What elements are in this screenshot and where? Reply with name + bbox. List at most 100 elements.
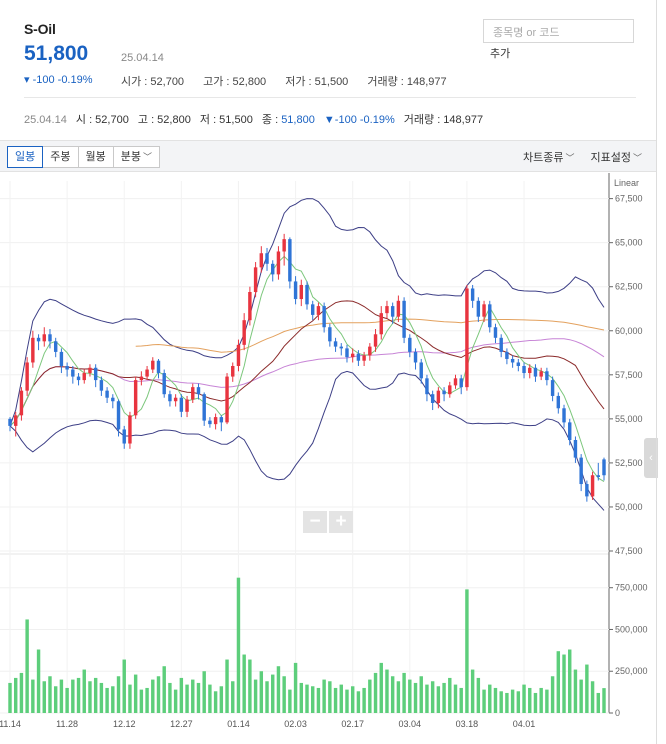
candle-down <box>105 390 109 398</box>
summary-close: 51,800 <box>281 114 315 126</box>
candle-down <box>556 395 561 409</box>
zoom-out-button[interactable]: − <box>303 511 327 533</box>
summary-volume: 거래량 : 148,977 <box>403 114 484 126</box>
volume-bar <box>139 689 144 713</box>
candle-down <box>93 367 98 381</box>
volume-bar <box>356 691 361 713</box>
volume-bar <box>425 684 429 713</box>
candle-down <box>202 394 206 421</box>
candle-down <box>510 358 515 363</box>
volume-bar <box>213 691 218 713</box>
candle-down <box>459 378 463 388</box>
volume-bar <box>368 679 372 713</box>
candle-up <box>82 373 86 381</box>
volume-bar <box>453 684 458 713</box>
candle-up <box>225 376 229 423</box>
time-tick-label: 02.03 <box>284 719 307 729</box>
candle-down <box>53 341 58 352</box>
candle-up <box>373 334 378 347</box>
bollinger-lower-line <box>9 370 605 511</box>
volume-bar <box>173 689 178 713</box>
zoom-in-button[interactable]: + <box>329 511 353 533</box>
volume-bar <box>328 681 332 713</box>
add-button[interactable]: 추가 <box>490 48 511 60</box>
candle-down <box>516 362 521 366</box>
volume-bar <box>585 664 589 713</box>
summary-date: 25.04.14 <box>24 114 67 126</box>
candle-up <box>191 387 195 400</box>
ma20-line <box>9 300 605 427</box>
volume-bar <box>436 686 441 713</box>
candle-down <box>8 418 12 426</box>
volume-tick-label: 250,000 <box>615 666 648 676</box>
candle-up <box>236 344 241 366</box>
volume-bar <box>299 682 304 713</box>
volume-bar <box>476 677 481 713</box>
volume-bar <box>31 679 35 713</box>
volume-bar <box>459 687 463 713</box>
price-tick-label: 47,500 <box>615 546 643 556</box>
volume-bar <box>505 692 509 713</box>
period-tabs: 일봉 주봉 월봉 분봉 ﹀ <box>7 146 161 168</box>
candle-up <box>465 288 469 388</box>
price-tick-label: 52,500 <box>615 458 643 468</box>
candle-up <box>590 475 595 497</box>
candle-down <box>36 337 41 342</box>
volume-bar <box>259 671 264 713</box>
candle-down <box>328 327 332 342</box>
price-tick-label: 60,000 <box>615 326 643 336</box>
side-panel-toggle[interactable]: ‹ <box>644 438 658 478</box>
volume-bar <box>339 684 343 713</box>
volume-bar <box>93 677 98 713</box>
candle-down <box>265 253 269 264</box>
tab-monthly[interactable]: 월봉 <box>77 146 114 168</box>
volume-bar <box>390 676 395 713</box>
volume-bar <box>168 682 172 713</box>
candle-down <box>425 378 429 395</box>
candle-down <box>65 366 69 370</box>
volume-bar <box>316 687 321 713</box>
tab-weekly[interactable]: 주봉 <box>42 146 79 168</box>
bollinger-upper-line <box>9 198 605 427</box>
summary-high: 고 : 52,800 <box>137 114 191 126</box>
candle-down <box>208 420 212 425</box>
price-volume-chart[interactable]: Linear 67,500 65,000 62,500 60,000 57,500 55,0… <box>0 173 656 744</box>
candle-down <box>430 394 435 403</box>
tab-daily[interactable]: 일봉 <box>7 146 44 168</box>
chart-area[interactable]: Linear 67,500 65,000 62,500 60,000 57,500 55,0… <box>0 173 656 744</box>
volume-bar <box>242 654 246 713</box>
stock-search-input[interactable]: 종목명 or 코드 <box>483 19 634 43</box>
volume-bar <box>105 687 109 713</box>
candle-down <box>596 475 601 477</box>
tab-minute-label: 분봉 <box>120 151 141 163</box>
volume-tick-label: 0 <box>615 708 620 718</box>
volume-bar <box>430 681 435 713</box>
chart-type-dropdown[interactable]: 차트종류 ﹀ <box>523 149 575 165</box>
volume-bar <box>36 649 41 713</box>
time-tick-label: 01.14 <box>227 719 250 729</box>
candle-up <box>139 376 144 381</box>
candle-down <box>493 327 498 338</box>
volume-bar <box>562 654 566 713</box>
stock-name: S-Oil <box>24 21 56 37</box>
time-tick-label: 02.17 <box>341 719 364 729</box>
volume-bar <box>71 679 75 713</box>
time-tick-label: 03.04 <box>399 719 422 729</box>
summary-low: 저 : 51,500 <box>199 114 253 126</box>
stock-header: S-Oil 51,800 25.04.14 ▾ -100 -0.19% 시가 :… <box>24 0 636 100</box>
time-tick-label: 11.28 <box>56 719 78 729</box>
candle-up <box>145 369 149 377</box>
candle-up <box>185 399 189 412</box>
candle-down <box>76 376 81 381</box>
candle-down <box>545 371 549 381</box>
volume-bar <box>225 659 229 713</box>
candle-up <box>453 378 458 386</box>
volume-bar <box>133 674 138 713</box>
candle-up <box>31 337 35 363</box>
volume-bar <box>528 687 532 713</box>
volume-bar <box>162 666 166 713</box>
volume-bar <box>122 659 126 713</box>
tab-minute[interactable]: 분봉 ﹀ <box>112 146 161 168</box>
indicator-settings-dropdown[interactable]: 지표설정 ﹀ <box>591 149 643 165</box>
volume-bar <box>13 677 18 713</box>
